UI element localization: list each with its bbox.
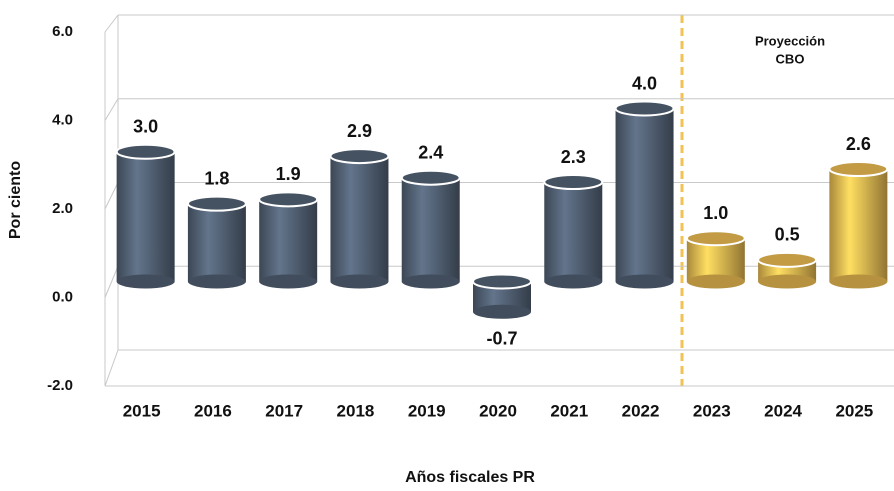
bar-cap	[757, 251, 818, 268]
data-label: 2.9	[347, 121, 372, 141]
bar-cap	[685, 230, 746, 247]
x-tick-label: 2016	[194, 401, 232, 420]
x-axis-title: Años fiscales PR	[405, 469, 535, 486]
tick-connector	[104, 182, 119, 210]
bar-cap	[472, 273, 532, 290]
bar	[829, 169, 888, 282]
bar-base	[615, 274, 674, 289]
data-label: -0.7	[486, 329, 517, 349]
x-tick-label: 2020	[479, 401, 517, 420]
y-tick-label: -2.0	[47, 377, 73, 394]
bar-base	[187, 274, 246, 289]
data-label: 4.0	[632, 73, 657, 93]
x-tick-label: 2021	[550, 401, 588, 420]
data-label: 1.0	[703, 203, 728, 223]
data-label: 0.5	[775, 225, 800, 245]
y-tick-label: 0.0	[52, 288, 73, 305]
tick-connector	[104, 266, 119, 298]
y-axis-title: Por ciento	[7, 161, 24, 239]
bar-cap	[329, 148, 390, 165]
x-tick-label: 2019	[408, 401, 446, 420]
bar-cap	[543, 174, 604, 191]
tick-connector	[104, 349, 119, 387]
tick-connector	[104, 14, 119, 33]
bar-base	[544, 274, 603, 289]
bar	[187, 203, 246, 282]
data-label: 3.0	[133, 117, 158, 137]
bar-base	[259, 274, 318, 289]
x-tick-label: 2025	[835, 401, 873, 420]
bar-cap	[186, 195, 247, 212]
data-label: 2.3	[561, 147, 586, 167]
data-label: 2.6	[846, 134, 871, 154]
bar-base	[829, 274, 888, 289]
data-label: 2.4	[418, 142, 443, 162]
bar-base	[116, 274, 175, 289]
bar	[401, 177, 460, 282]
x-tick-label: 2018	[337, 401, 375, 420]
bar	[544, 182, 603, 282]
bar-base	[330, 274, 389, 289]
x-tick-label: 2015	[123, 401, 161, 420]
y-tick-label: 4.0	[52, 111, 73, 128]
annotation-line: Proyección	[755, 33, 825, 48]
bar-cap	[828, 161, 889, 178]
bar	[116, 151, 175, 282]
bar	[259, 199, 318, 282]
x-tick-label: 2024	[764, 401, 802, 420]
data-label: 1.9	[276, 164, 301, 184]
data-label: 1.8	[204, 168, 229, 188]
bar-cap	[400, 169, 461, 186]
annotation-line: CBO	[776, 51, 805, 66]
bar-cap	[115, 143, 176, 160]
x-tick-label: 2022	[622, 401, 660, 420]
bar	[615, 108, 674, 282]
y-tick-label: 2.0	[52, 200, 73, 217]
tick-connector	[104, 98, 119, 121]
bar-base	[401, 274, 460, 289]
y-tick-label: 6.0	[52, 23, 73, 40]
bar-cap	[614, 100, 675, 117]
x-tick-label: 2017	[265, 401, 303, 420]
x-tick-label: 2023	[693, 401, 731, 420]
bar-base	[758, 274, 817, 289]
bar-base	[473, 304, 531, 319]
bar	[330, 156, 389, 282]
bar-base	[686, 274, 745, 289]
bar-cap	[258, 191, 319, 208]
